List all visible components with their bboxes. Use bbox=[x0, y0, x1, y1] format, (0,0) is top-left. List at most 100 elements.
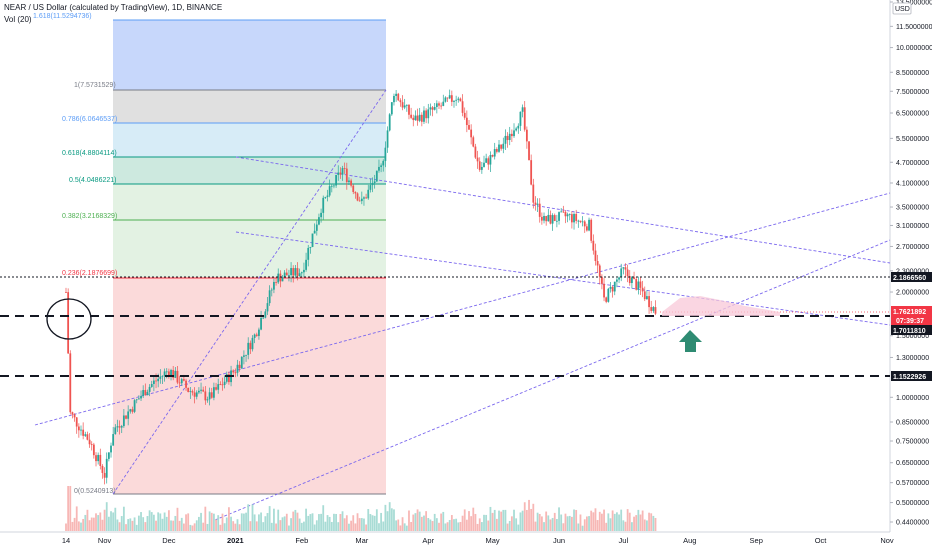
candle-body bbox=[472, 137, 475, 147]
volume-bar bbox=[112, 512, 115, 531]
candle-body bbox=[560, 211, 563, 213]
currency-tag[interactable]: USD bbox=[895, 6, 910, 13]
candle-body bbox=[510, 133, 513, 137]
candle-body bbox=[498, 144, 500, 152]
volume-bar bbox=[570, 516, 573, 531]
volume-label: Vol (20) bbox=[4, 15, 32, 24]
volume-bar bbox=[333, 513, 335, 531]
candle-body bbox=[403, 105, 406, 108]
candle-body bbox=[198, 390, 200, 393]
candle-body bbox=[187, 387, 190, 392]
volume-bar bbox=[292, 511, 295, 531]
candle-body bbox=[463, 112, 466, 118]
candle-body bbox=[418, 114, 421, 121]
volume-bar bbox=[410, 521, 413, 531]
price-axis: 13.5000000 11.5000000 10.0000000 8.5000000 7… bbox=[890, 0, 932, 527]
volume-bar bbox=[536, 512, 539, 531]
candle-body bbox=[528, 141, 530, 161]
volume-bar bbox=[84, 514, 87, 531]
candle-body bbox=[633, 277, 635, 280]
candle-body bbox=[296, 268, 299, 276]
candle-body bbox=[367, 189, 370, 199]
candle-body bbox=[474, 146, 477, 158]
volume-bar bbox=[515, 518, 518, 531]
volume-bar bbox=[538, 513, 541, 531]
candle-body bbox=[249, 342, 252, 350]
volume-bar bbox=[80, 522, 82, 531]
volume-bar bbox=[159, 513, 162, 531]
volume-bar bbox=[405, 525, 408, 531]
candle-body bbox=[264, 311, 267, 318]
volume-bar bbox=[493, 509, 496, 531]
volume-bar bbox=[478, 518, 481, 531]
volume-bar bbox=[506, 523, 509, 531]
candle-body bbox=[395, 93, 398, 96]
candle-body bbox=[641, 287, 644, 292]
candle-body bbox=[609, 286, 612, 289]
candle-body bbox=[643, 291, 646, 300]
candle-body bbox=[298, 273, 301, 276]
candle-body bbox=[221, 384, 224, 386]
volume-bar bbox=[240, 513, 243, 531]
candle-body bbox=[551, 215, 554, 224]
candle-body bbox=[326, 195, 329, 197]
candle-body bbox=[465, 117, 468, 126]
candle-body bbox=[525, 129, 528, 142]
volume-bar bbox=[249, 521, 252, 531]
volume-bar bbox=[354, 523, 357, 531]
candle-body bbox=[292, 268, 295, 276]
volume-bar bbox=[403, 523, 406, 531]
volume-bar bbox=[268, 506, 271, 531]
volume-bar bbox=[322, 505, 325, 531]
volume-bar bbox=[500, 511, 503, 531]
candle-body bbox=[603, 283, 605, 298]
candle-body bbox=[397, 93, 400, 101]
volume-bar bbox=[465, 519, 468, 531]
volume-bar bbox=[165, 516, 168, 531]
price-tick: 4.1000000 bbox=[896, 181, 929, 188]
volume-bar bbox=[315, 520, 318, 531]
fib-labels: 1.618(11.5294736) 1(7.5731529) 0.786(6.0… bbox=[33, 13, 117, 495]
candle-body bbox=[485, 158, 488, 163]
candle-body bbox=[491, 155, 494, 157]
volume-bar bbox=[135, 524, 138, 531]
volume-bar bbox=[318, 514, 320, 531]
volume-bar bbox=[307, 515, 310, 531]
candle-body bbox=[598, 265, 601, 277]
candle-body bbox=[125, 415, 127, 419]
volume-bar bbox=[348, 523, 350, 531]
price-tick: 11.5000000 bbox=[896, 24, 932, 31]
candle-body bbox=[444, 97, 447, 102]
candle-body bbox=[345, 168, 348, 183]
time-tick: Jun bbox=[553, 536, 565, 545]
volume-bar bbox=[161, 518, 164, 531]
volume-bar bbox=[129, 518, 132, 531]
candle-body bbox=[253, 334, 256, 338]
volume-bar bbox=[65, 523, 67, 531]
candle-body bbox=[543, 215, 545, 221]
volume-bar bbox=[343, 518, 346, 531]
volume-bar bbox=[386, 511, 389, 531]
volume-bar bbox=[225, 517, 228, 531]
candle-body bbox=[504, 135, 507, 144]
volume-bar bbox=[609, 518, 612, 531]
candle-body bbox=[333, 185, 335, 187]
candle-body bbox=[562, 211, 565, 213]
price-tick: 0.6500000 bbox=[896, 460, 929, 467]
candle-body bbox=[155, 380, 157, 382]
candle-body bbox=[172, 369, 175, 378]
volume-bar bbox=[483, 514, 485, 531]
candle-body bbox=[189, 391, 192, 392]
candle-body bbox=[371, 183, 374, 186]
candle-body bbox=[508, 133, 511, 141]
volume-bar bbox=[420, 516, 423, 531]
candle-body bbox=[360, 198, 363, 202]
volume-bar bbox=[69, 486, 72, 531]
candle-body bbox=[142, 390, 145, 396]
candle-body bbox=[549, 214, 552, 224]
volume-bar bbox=[468, 511, 470, 531]
candle-body bbox=[343, 168, 346, 169]
volume-bar bbox=[508, 520, 511, 531]
volume-bar bbox=[560, 514, 563, 531]
